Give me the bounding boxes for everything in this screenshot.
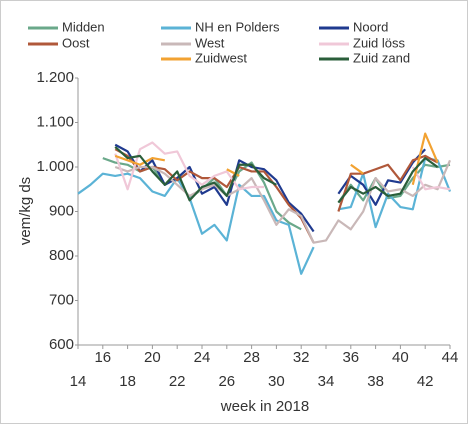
legend-label: Zuid löss [353, 35, 406, 50]
x-tick-label: 34 [318, 373, 335, 390]
y-tick-label: 800 [49, 247, 74, 264]
x-tick-label: 32 [293, 349, 310, 366]
legend-label: Oost [62, 35, 90, 50]
series-line [114, 148, 439, 244]
x-tick-label: 24 [194, 349, 211, 366]
legend-label: Zuidwest [195, 50, 247, 65]
x-tick-label: 28 [243, 349, 260, 366]
x-tick-label: 36 [342, 349, 359, 366]
series-line [114, 132, 439, 186]
y-tick-label: 1.100 [36, 113, 74, 130]
legend-label: Midden [62, 19, 105, 34]
x-tick-label: 22 [169, 373, 186, 390]
x-tick-label: 18 [119, 373, 136, 390]
x-tick-label: 30 [268, 373, 285, 390]
y-tick-label: 1.200 [36, 69, 74, 86]
series-line [114, 146, 439, 204]
x-tick-label: 38 [367, 373, 384, 390]
x-tick-label: 40 [392, 349, 409, 366]
y-tick-label: 1.000 [36, 158, 74, 175]
legend-label: Zuid zand [353, 50, 410, 65]
y-tick-label: 700 [49, 291, 74, 308]
x-tick-label: 14 [70, 373, 87, 390]
x-tick-label: 16 [94, 349, 111, 366]
x-axis-title: week in 2018 [220, 398, 309, 415]
y-tick-label: 900 [49, 202, 74, 219]
y-axis-title: vem/kg ds [17, 177, 34, 245]
legend-label: NH en Polders [195, 19, 280, 34]
series-line [114, 141, 451, 191]
x-tick-label: 26 [218, 373, 235, 390]
x-tick-label: 42 [417, 373, 434, 390]
y-tick-label: 600 [49, 336, 74, 353]
x-tick-label: 20 [144, 349, 161, 366]
x-tick-label: 44 [442, 349, 459, 366]
legend-label: Noord [353, 19, 388, 34]
legend-label: West [195, 35, 225, 50]
